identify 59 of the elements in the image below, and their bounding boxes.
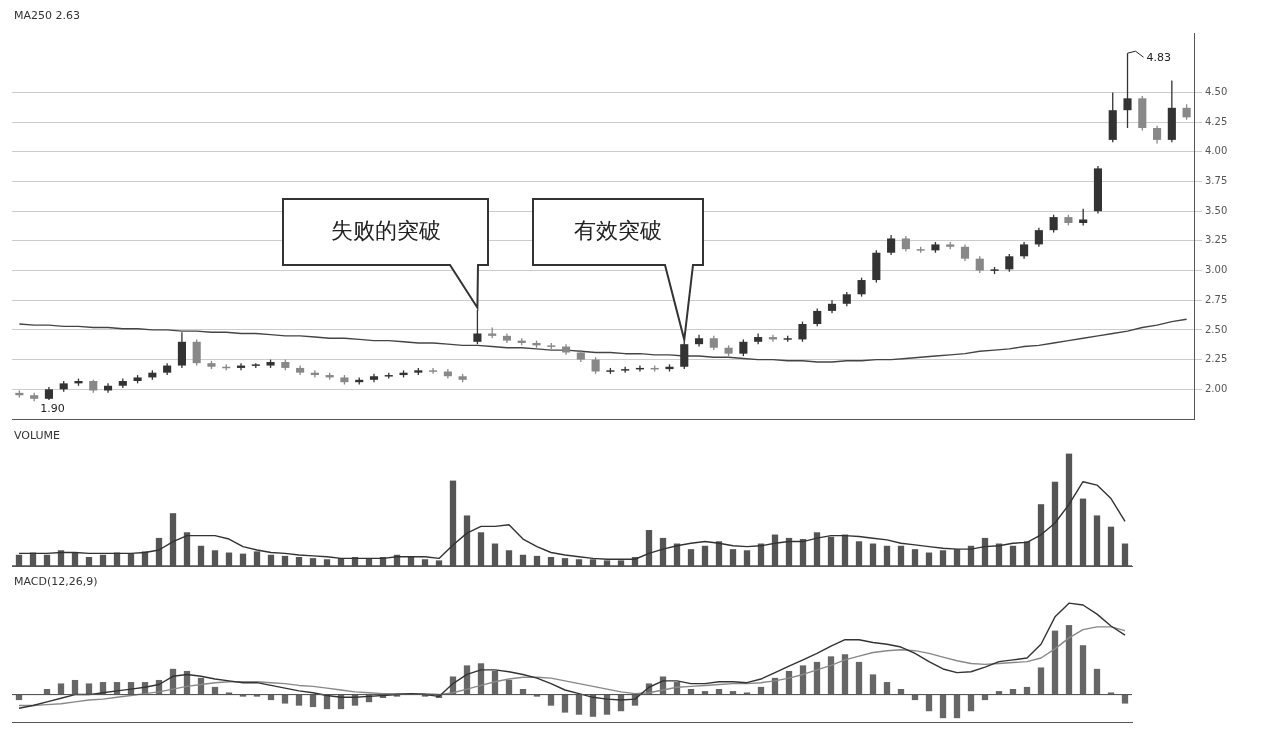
bar <box>309 694 317 708</box>
chart-title: MACD(12,26,9) <box>14 575 98 588</box>
bar <box>71 679 79 695</box>
bar <box>1065 625 1073 695</box>
chart-title: VOLUME <box>14 429 61 442</box>
y-tick-label: 2.75 <box>1205 293 1228 305</box>
bar <box>253 694 261 697</box>
annotation: 有效突破 <box>574 217 662 243</box>
bar <box>281 694 289 704</box>
bar <box>393 694 401 697</box>
y-tick-label: 3.75 <box>1205 175 1228 187</box>
bar <box>85 683 93 695</box>
candlestick <box>857 277 866 298</box>
bar <box>743 692 751 695</box>
bar <box>883 682 891 695</box>
bar <box>533 694 541 697</box>
bar <box>239 694 247 697</box>
bar <box>547 694 555 706</box>
candlestick <box>1034 227 1043 248</box>
bar <box>799 665 807 695</box>
bar <box>827 656 835 695</box>
bar <box>1079 645 1087 695</box>
bar <box>1051 630 1059 695</box>
bar <box>939 694 947 719</box>
bar <box>967 694 975 712</box>
chart-title: MA250 2.63 <box>14 9 80 22</box>
annotation: 4.83 <box>1146 51 1172 65</box>
candlestick <box>1123 52 1132 129</box>
bar <box>575 694 583 715</box>
candlestick <box>192 338 201 367</box>
annotation: 1.90 <box>40 401 65 415</box>
bar <box>561 694 569 713</box>
bar <box>869 674 877 695</box>
bar <box>925 694 933 712</box>
bar <box>1107 692 1115 695</box>
bar <box>295 694 303 706</box>
bar <box>841 654 849 695</box>
y-tick-label: 4.50 <box>1205 85 1228 97</box>
bar <box>1093 668 1101 695</box>
bar <box>855 661 863 695</box>
bar <box>953 694 961 719</box>
bar <box>1121 694 1129 704</box>
bar <box>1037 667 1045 695</box>
candlestick <box>887 234 896 256</box>
candlestick <box>798 320 807 343</box>
y-tick-label: 2.00 <box>1205 382 1228 394</box>
y-tick-label: 2.50 <box>1205 323 1228 335</box>
bar <box>225 692 233 695</box>
annotation: 失败的突破 <box>330 217 441 243</box>
candlestick <box>429 367 438 375</box>
y-tick-label: 4.25 <box>1205 115 1228 127</box>
y-tick-label: 4.00 <box>1205 145 1228 157</box>
bar <box>57 683 65 695</box>
bar <box>505 679 513 695</box>
y-tick-label: 2.25 <box>1205 353 1228 365</box>
y-tick-label: 3.00 <box>1205 264 1228 276</box>
candlestick <box>177 331 186 369</box>
y-tick-label: 3.25 <box>1205 234 1228 246</box>
y-tick-label: 3.50 <box>1205 204 1228 216</box>
